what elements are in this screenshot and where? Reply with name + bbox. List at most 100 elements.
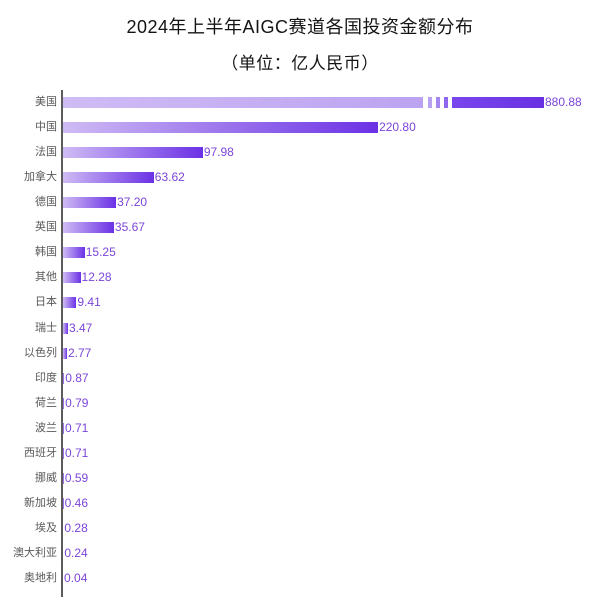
bar-row: 新加坡 0.46	[0, 491, 600, 516]
bar	[63, 297, 77, 309]
bar-segment	[63, 372, 65, 384]
category-label: 日本	[35, 296, 57, 309]
bar-row: 挪威 0.59	[0, 466, 600, 491]
category-label: 西班牙	[24, 446, 57, 459]
bar	[63, 97, 544, 109]
bar	[63, 347, 67, 359]
bar	[63, 222, 114, 234]
bar	[63, 447, 64, 459]
bar-segment	[63, 422, 64, 434]
value-label: 0.46	[64, 495, 89, 510]
bar	[63, 247, 85, 259]
bar-row: 加拿大 63.62	[0, 165, 600, 190]
bar-row: 中国 220.80	[0, 115, 600, 140]
value-label: 880.88	[545, 95, 582, 110]
category-label: 波兰	[35, 421, 57, 434]
value-label: 15.25	[85, 245, 116, 260]
bar-segment	[436, 97, 440, 109]
bar-row: 西班牙 0.71	[0, 441, 600, 466]
bar-row: 奥地利 0.04	[0, 566, 600, 591]
bar-row: 韩国 15.25	[0, 240, 600, 265]
category-label: 韩国	[35, 246, 57, 259]
category-label: 挪威	[35, 471, 57, 484]
bar-row: 美国 880.88	[0, 90, 600, 115]
value-label: 12.28	[81, 270, 112, 285]
bar	[63, 122, 379, 134]
value-label: 0.24	[64, 545, 88, 560]
category-label: 印度	[35, 371, 57, 384]
bar	[63, 147, 203, 159]
chart-title: 2024年上半年AIGC赛道各国投资金额分布	[126, 17, 474, 37]
bar	[63, 372, 65, 384]
category-label: 瑞士	[35, 321, 57, 334]
bar	[63, 422, 64, 434]
value-label: 0.04	[64, 571, 88, 585]
bar-row: 法国 97.98	[0, 140, 600, 165]
bar	[63, 272, 81, 284]
category-label: 中国	[35, 121, 57, 134]
bar-segment	[63, 497, 64, 509]
category-label: 其他	[35, 271, 57, 284]
bar-row: 荷兰 0.79	[0, 391, 600, 416]
bar-segment	[444, 97, 448, 109]
bar-segment	[452, 97, 544, 109]
bar	[63, 497, 64, 509]
bar-row: 英国 35.67	[0, 215, 600, 240]
value-label: 0.79	[65, 395, 89, 410]
bar-segment	[63, 147, 203, 159]
category-label: 埃及	[35, 521, 57, 534]
bar-row: 瑞士 3.47	[0, 316, 600, 341]
category-label: 法国	[35, 146, 57, 159]
value-label: 37.20	[117, 195, 148, 210]
bar-row: 波兰 0.71	[0, 416, 600, 441]
category-label: 加拿大	[24, 171, 57, 184]
category-label: 德国	[35, 196, 57, 209]
value-label: 3.47	[68, 320, 93, 335]
value-label: 0.71	[65, 445, 89, 460]
bar-row: 埃及 0.28	[0, 516, 600, 541]
bar-segment	[63, 322, 68, 334]
value-label: 35.67	[114, 220, 145, 235]
bar-segment	[63, 172, 154, 184]
category-label: 奥地利	[24, 572, 57, 584]
value-label: 97.98	[203, 145, 234, 160]
bar-segment	[63, 347, 67, 359]
value-label: 2.77	[67, 345, 92, 360]
category-label: 美国	[35, 96, 57, 109]
bar-row: 印度 0.87	[0, 366, 600, 391]
bar-segment	[63, 97, 423, 109]
category-label: 新加坡	[24, 496, 57, 509]
category-label: 以色列	[24, 346, 57, 359]
bar-row: 澳大利亚 0.24	[0, 541, 600, 566]
value-label: 9.41	[77, 295, 101, 310]
bar-row: 日本 9.41	[0, 290, 600, 315]
bar-segment	[63, 272, 81, 284]
category-label: 荷兰	[35, 396, 57, 409]
bar-row: 以色列 2.77	[0, 341, 600, 366]
bar	[63, 397, 65, 409]
bar	[63, 197, 117, 209]
value-label: 0.87	[65, 370, 89, 385]
bar-row: 德国 37.20	[0, 190, 600, 215]
bar-segment	[63, 122, 379, 134]
bar-segment	[63, 247, 85, 259]
bar	[63, 322, 68, 334]
value-label: 0.71	[65, 420, 89, 435]
y-axis-line	[61, 90, 63, 597]
value-label: 0.28	[64, 520, 88, 535]
bar	[63, 172, 154, 184]
bar-segment	[428, 97, 432, 109]
category-label: 英国	[35, 221, 57, 234]
bar-segment	[63, 222, 114, 234]
bar-segment	[63, 472, 64, 484]
bar-segment	[63, 397, 65, 409]
bar-row: 其他 12.28	[0, 265, 600, 290]
value-label: 63.62	[154, 170, 185, 185]
bar-segment	[63, 197, 117, 209]
category-label: 澳大利亚	[13, 546, 57, 559]
chart-subtitle: （单位：亿人民币）	[221, 54, 379, 73]
bar	[63, 472, 64, 484]
bar-segment	[63, 297, 77, 309]
